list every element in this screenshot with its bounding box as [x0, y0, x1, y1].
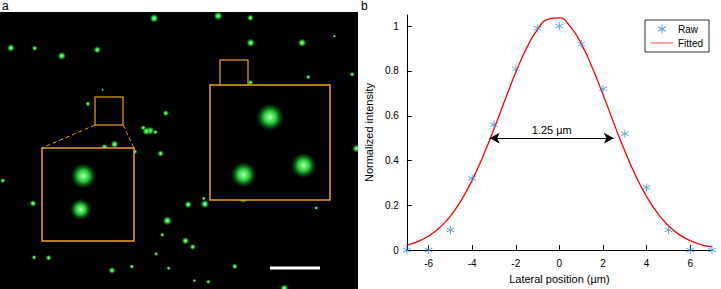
svg-text:2: 2	[600, 258, 606, 269]
svg-text:0.4: 0.4	[385, 155, 399, 166]
svg-text:-6: -6	[424, 258, 433, 269]
svg-text:b: b	[361, 0, 368, 13]
svg-text:0.2: 0.2	[385, 200, 399, 211]
svg-text:Raw: Raw	[678, 24, 699, 35]
svg-text:1.25 µm: 1.25 µm	[532, 124, 572, 136]
svg-text:a: a	[2, 0, 9, 13]
svg-text:Fitted: Fitted	[678, 38, 703, 49]
svg-text:0.8: 0.8	[385, 65, 399, 76]
svg-text:Normalized intensity: Normalized intensity	[363, 83, 375, 183]
svg-text:4: 4	[644, 258, 650, 269]
svg-text:0: 0	[393, 245, 399, 256]
svg-text:Lateral position (µm): Lateral position (µm)	[509, 273, 610, 285]
svg-text:0.6: 0.6	[385, 110, 399, 121]
svg-text:-4: -4	[468, 258, 477, 269]
svg-text:0: 0	[557, 258, 563, 269]
svg-text:-2: -2	[511, 258, 520, 269]
svg-text:6: 6	[687, 258, 693, 269]
svg-text:1: 1	[393, 21, 399, 32]
